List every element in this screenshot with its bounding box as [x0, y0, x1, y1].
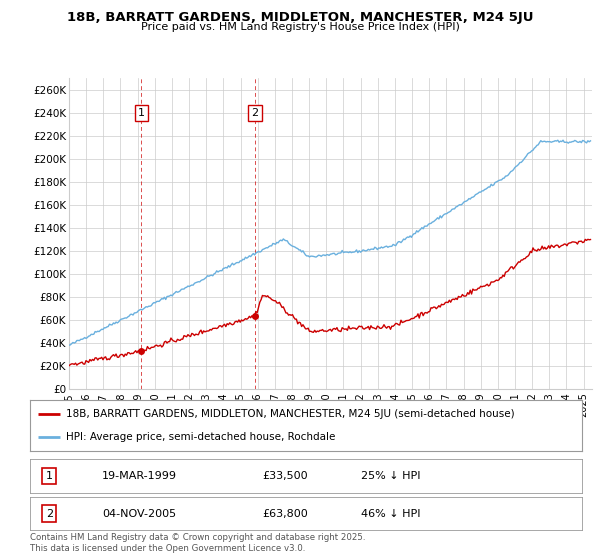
- Text: 2: 2: [251, 108, 259, 118]
- Text: 1: 1: [138, 108, 145, 118]
- Text: 1: 1: [46, 471, 53, 481]
- Text: 2: 2: [46, 508, 53, 519]
- Text: 25% ↓ HPI: 25% ↓ HPI: [361, 471, 421, 481]
- Text: HPI: Average price, semi-detached house, Rochdale: HPI: Average price, semi-detached house,…: [66, 432, 335, 442]
- Text: £33,500: £33,500: [262, 471, 307, 481]
- Text: £63,800: £63,800: [262, 508, 308, 519]
- Text: 04-NOV-2005: 04-NOV-2005: [102, 508, 176, 519]
- Text: 18B, BARRATT GARDENS, MIDDLETON, MANCHESTER, M24 5JU: 18B, BARRATT GARDENS, MIDDLETON, MANCHES…: [67, 11, 533, 24]
- Text: 18B, BARRATT GARDENS, MIDDLETON, MANCHESTER, M24 5JU (semi-detached house): 18B, BARRATT GARDENS, MIDDLETON, MANCHES…: [66, 409, 515, 419]
- Text: 46% ↓ HPI: 46% ↓ HPI: [361, 508, 421, 519]
- Text: Contains HM Land Registry data © Crown copyright and database right 2025.
This d: Contains HM Land Registry data © Crown c…: [30, 533, 365, 553]
- Text: 19-MAR-1999: 19-MAR-1999: [102, 471, 177, 481]
- Text: Price paid vs. HM Land Registry's House Price Index (HPI): Price paid vs. HM Land Registry's House …: [140, 22, 460, 32]
